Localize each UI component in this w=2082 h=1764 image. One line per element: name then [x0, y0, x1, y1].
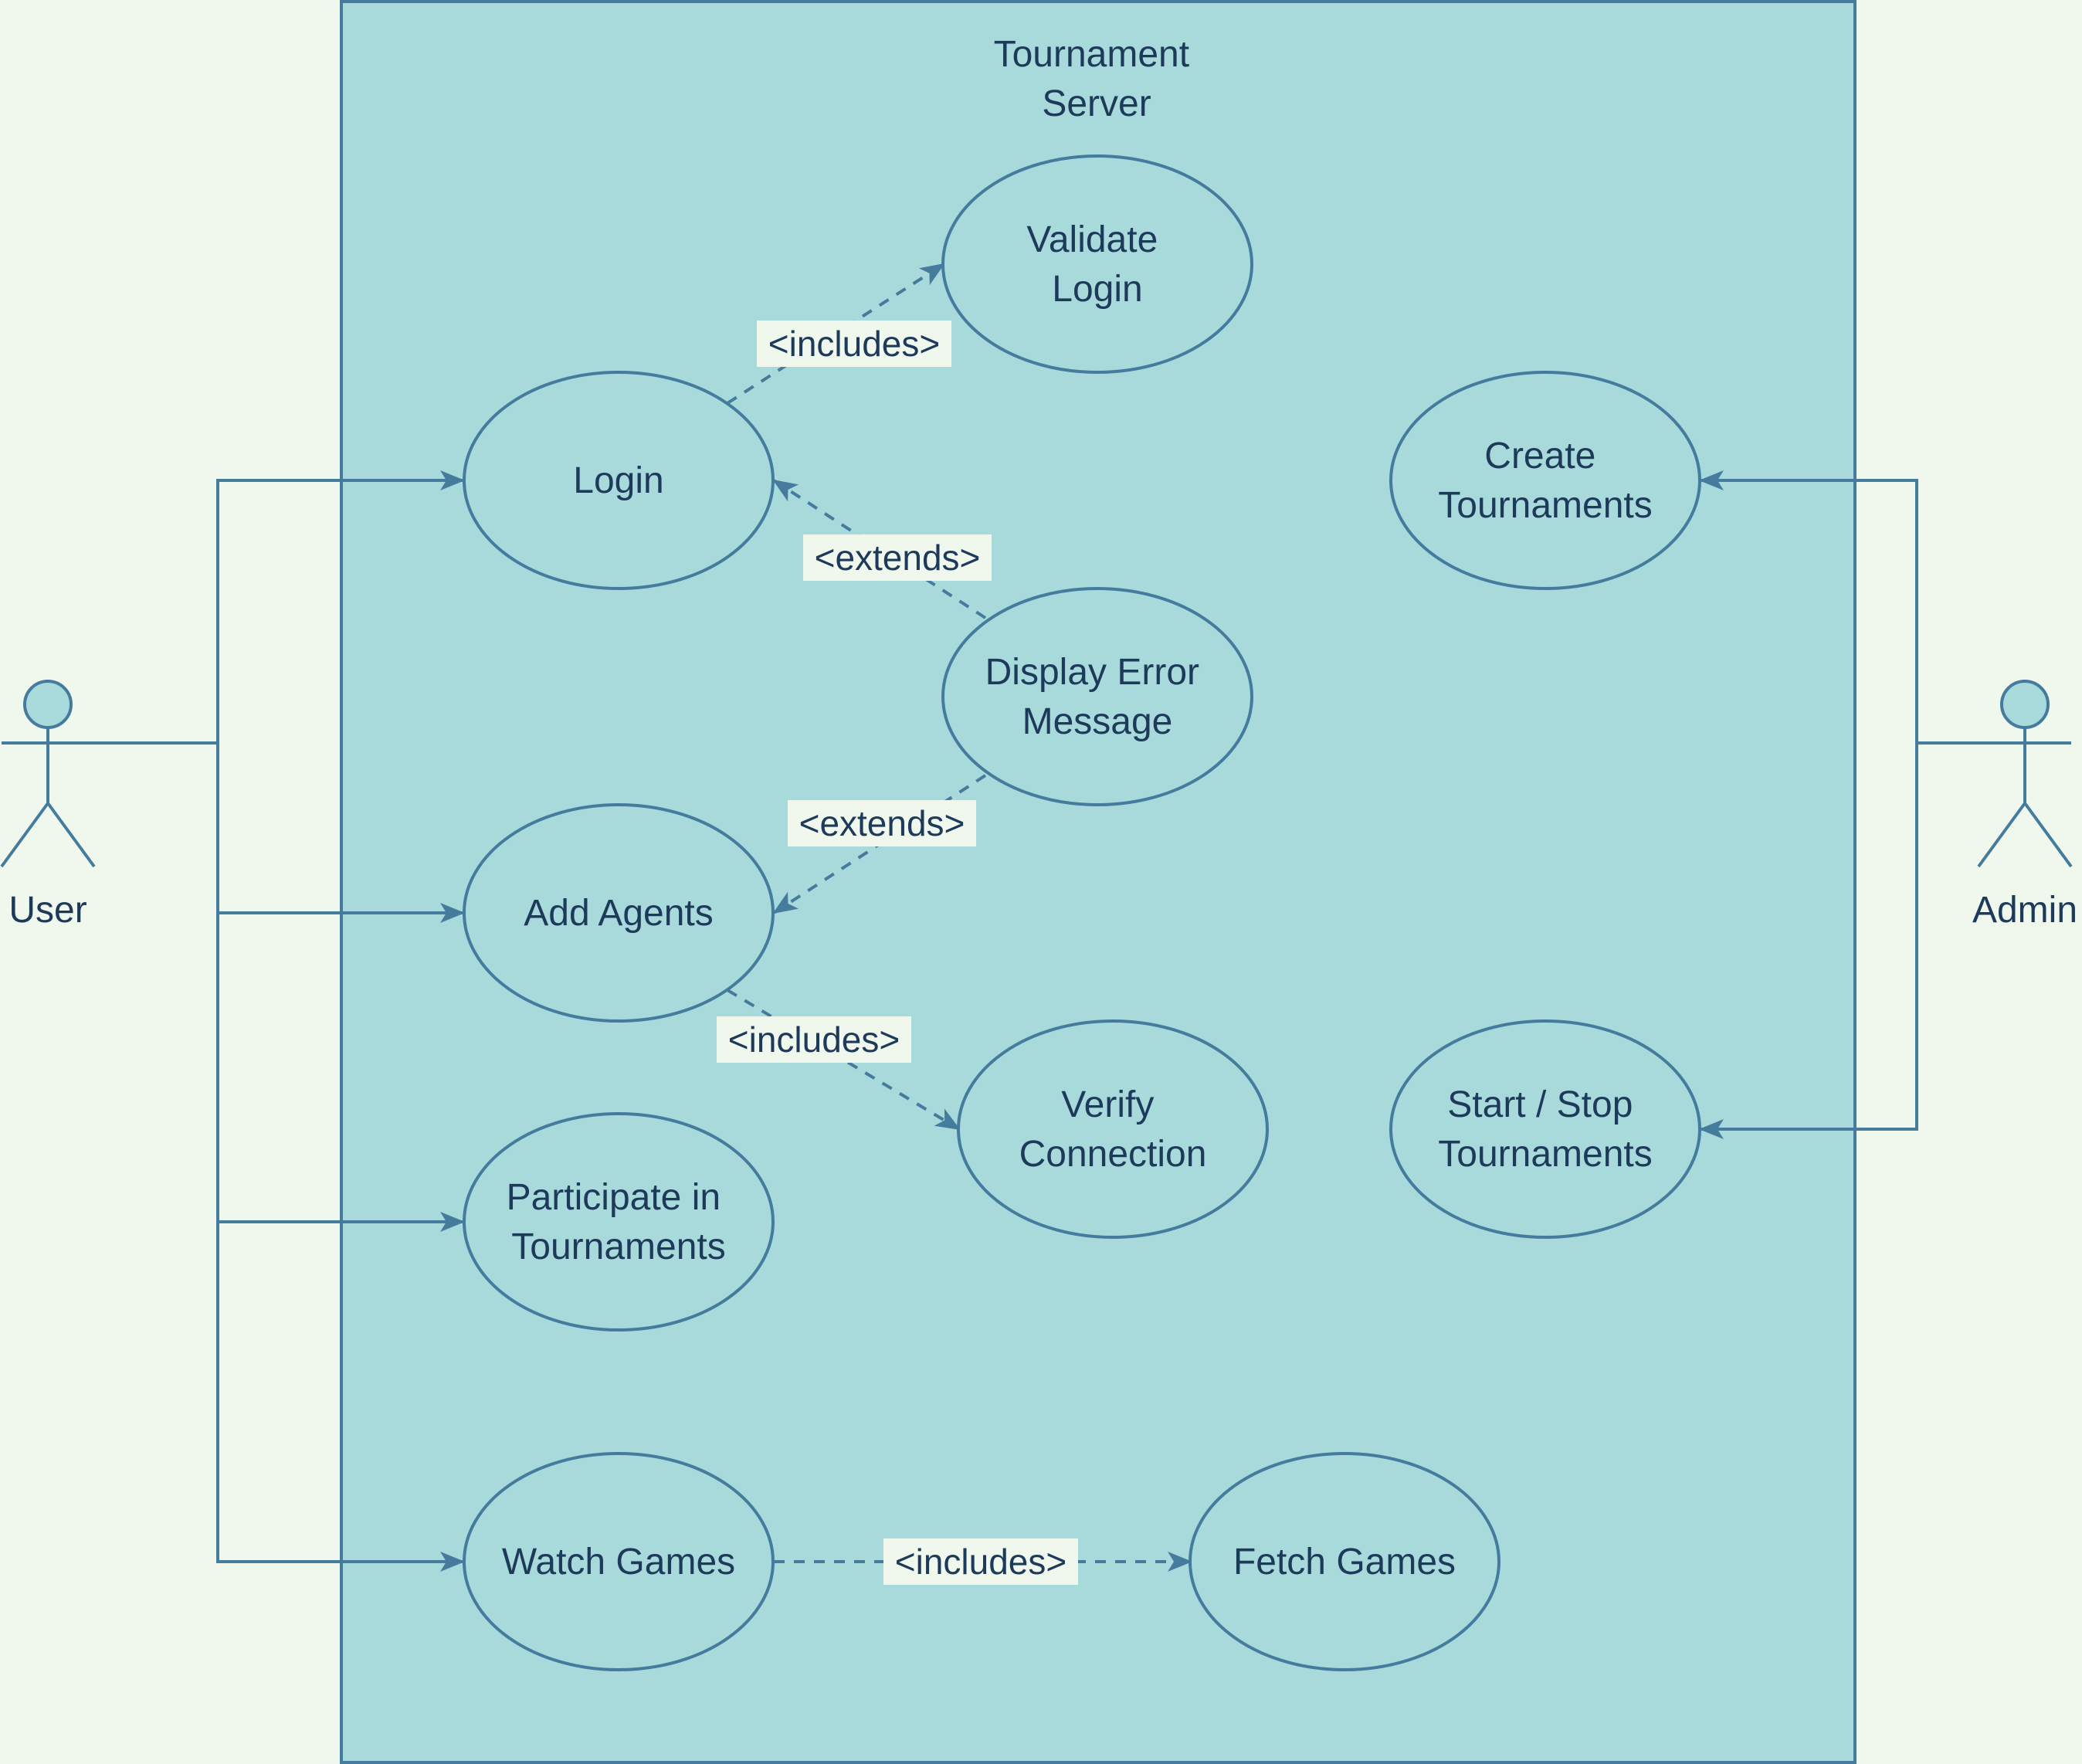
actor-admin-head [2000, 680, 2050, 729]
use-case-create-tournaments-label: Create Tournaments [1438, 436, 1652, 526]
actor-user-leg-right [46, 802, 96, 868]
actor-admin-label: Admin [1972, 890, 2077, 931]
dep-add-agents-verify [726, 989, 961, 1131]
use-case-start-stop[interactable]: Start / Stop Tournaments [1389, 1019, 1701, 1239]
relation-label-text: <includes> [895, 1542, 1067, 1582]
relation-label-add-agents-includes: <includes> [717, 1016, 911, 1063]
actor-user[interactable]: User [0, 680, 96, 931]
relation-label-text: <extends> [799, 803, 965, 843]
use-case-add-agents[interactable]: Add Agents [463, 803, 775, 1023]
use-case-display-error-shape [941, 587, 1253, 806]
system-title: Tournament Server [994, 34, 1200, 124]
use-case-participate-shape [463, 1112, 775, 1331]
use-case-start-stop-label: Start / Stop Tournaments [1438, 1084, 1652, 1175]
use-case-fetch-games-shape [1189, 1452, 1500, 1671]
use-case-display-error[interactable]: Display Error Message [941, 587, 1253, 806]
relation-label-bg [757, 321, 951, 367]
assoc-user-watch-games [216, 1222, 465, 1572]
relation-label-bg [883, 1538, 1078, 1585]
user-associations [94, 470, 465, 1572]
actor-user-leg-left [0, 802, 49, 868]
use-case-participate[interactable]: Participate in Tournaments [463, 1112, 775, 1331]
use-case-add-agents-shape [463, 803, 775, 1023]
use-case-watch-games-shape [463, 1452, 775, 1671]
actor-admin-leg-right [2023, 802, 2073, 868]
use-case-validate-login-label: Validate Login [1026, 219, 1168, 310]
actor-admin[interactable]: Admin [1972, 680, 2077, 931]
use-case-add-agents-label: Add Agents [524, 893, 714, 934]
use-case-watch-games[interactable]: Watch Games [463, 1452, 775, 1671]
use-case-login-shape [463, 371, 775, 590]
relation-label-bg [803, 534, 992, 581]
relation-label-bg [717, 1016, 911, 1063]
relation-label-bg [788, 800, 976, 846]
use-case-fetch-games[interactable]: Fetch Games [1189, 1452, 1500, 1671]
assoc-user-login [216, 470, 465, 743]
relation-label-text: <includes> [728, 1019, 900, 1060]
use-case-validate-login-shape [941, 154, 1253, 374]
relation-label-error-extends-add-agents: <extends> [788, 800, 976, 846]
use-case-start-stop-shape [1389, 1019, 1701, 1239]
use-case-watch-games-label: Watch Games [502, 1542, 735, 1583]
relation-label-login-includes: <includes> [757, 321, 951, 367]
use-case-login-label: Login [573, 460, 663, 501]
relation-label-text: <extends> [815, 538, 981, 578]
use-case-create-tournaments[interactable]: Create Tournaments [1389, 371, 1701, 590]
actor-user-head [23, 680, 73, 729]
use-case-verify-connection-label: Verify Connection [1019, 1084, 1207, 1175]
assoc-admin-create [1699, 470, 1918, 743]
assoc-admin-start-stop [1699, 743, 1918, 1139]
relation-label-text: <includes> [768, 324, 941, 364]
use-case-participate-label: Participate in Tournaments [507, 1177, 731, 1267]
use-case-verify-connection[interactable]: Verify Connection [957, 1019, 1269, 1239]
use-case-fetch-games-label: Fetch Games [1233, 1542, 1456, 1583]
use-case-verify-connection-shape [957, 1019, 1269, 1239]
admin-associations [1699, 470, 1979, 1139]
relation-label-error-extends-login: <extends> [803, 534, 992, 581]
actor-admin-leg-left [1977, 802, 2026, 868]
use-case-login[interactable]: Login [463, 371, 775, 590]
use-case-display-error-label: Display Error Message [985, 652, 1210, 742]
use-case-validate-login[interactable]: Validate Login [941, 154, 1253, 374]
relation-label-watch-includes: <includes> [883, 1538, 1078, 1585]
actor-user-label: User [8, 890, 86, 931]
use-case-create-tournaments-shape [1389, 371, 1701, 590]
